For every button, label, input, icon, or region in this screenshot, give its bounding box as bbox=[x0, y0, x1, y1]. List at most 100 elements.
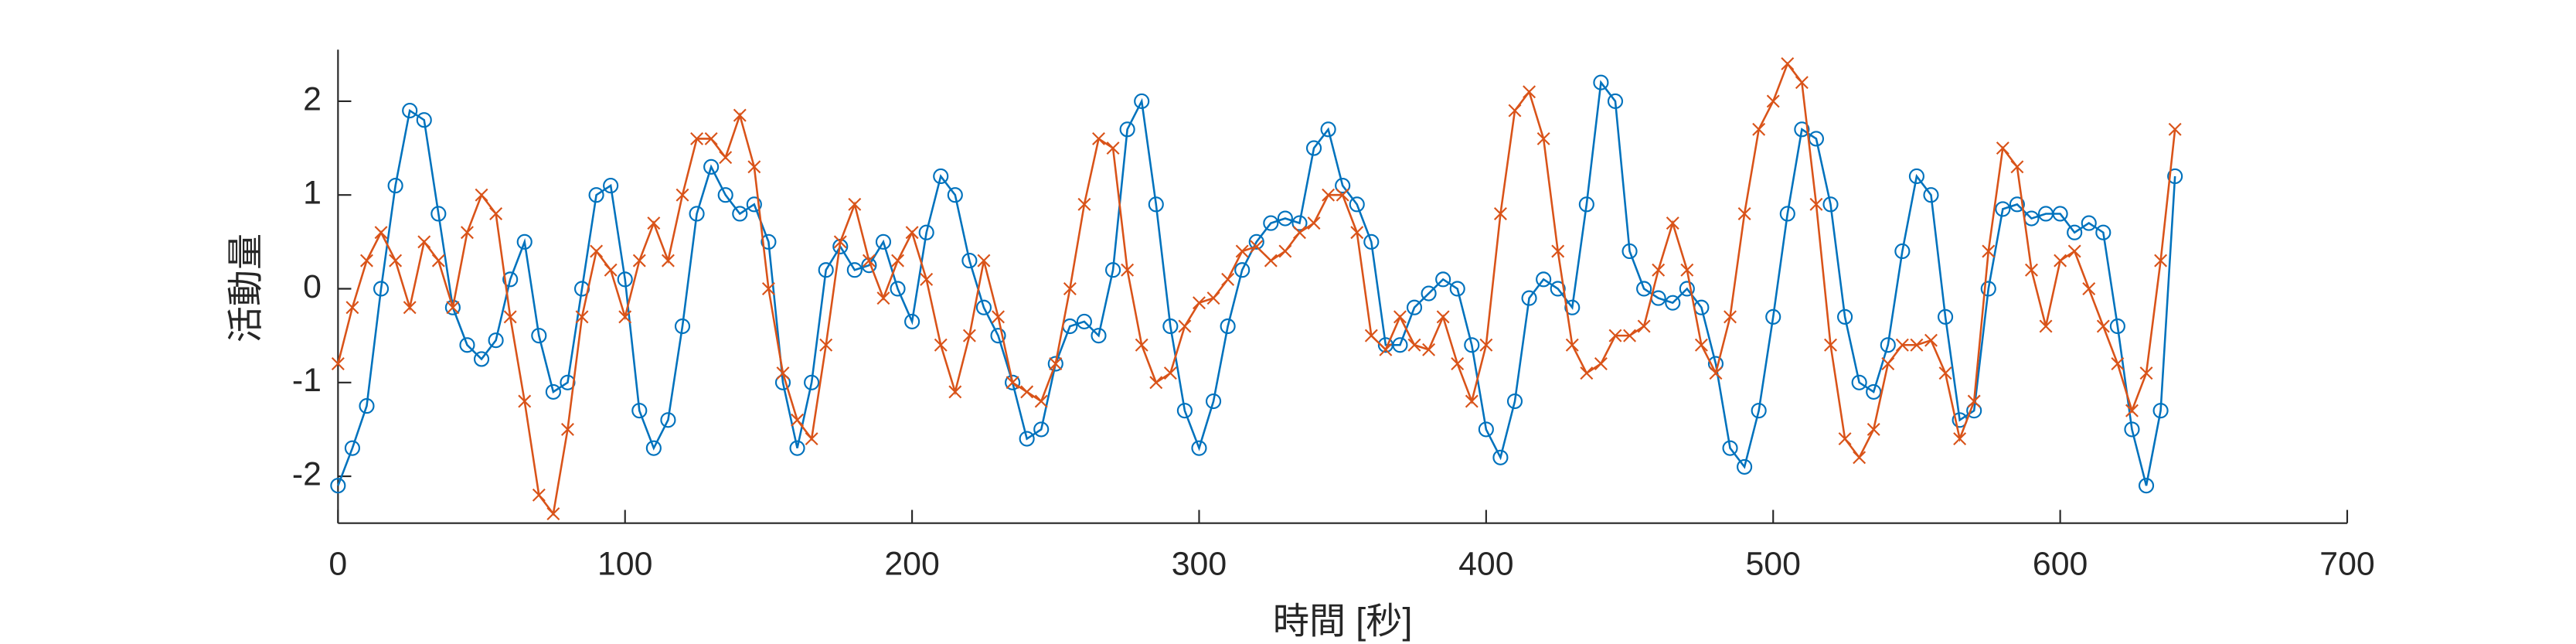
data-point bbox=[990, 328, 1006, 344]
data-point bbox=[1119, 121, 1135, 138]
data-point bbox=[1492, 449, 1509, 465]
data-point bbox=[1135, 338, 1148, 352]
data-point bbox=[1493, 207, 1507, 220]
data-point bbox=[2010, 160, 2024, 174]
data-point bbox=[1307, 216, 1321, 230]
data-point bbox=[1178, 319, 1192, 333]
data-point bbox=[1091, 328, 1107, 344]
data-point bbox=[791, 413, 805, 427]
data-point bbox=[1910, 338, 1924, 352]
y-tick-label: -2 bbox=[292, 455, 322, 492]
data-point bbox=[1506, 393, 1523, 410]
data-point bbox=[920, 272, 934, 286]
data-point bbox=[719, 151, 733, 165]
data-point bbox=[1781, 56, 1795, 70]
data-point bbox=[359, 398, 375, 414]
data-point bbox=[660, 412, 676, 428]
data-point bbox=[1076, 313, 1092, 330]
data-point bbox=[1005, 374, 1021, 390]
data-point bbox=[1406, 299, 1423, 315]
data-point bbox=[1680, 263, 1694, 277]
data-point bbox=[1320, 121, 1336, 138]
data-point bbox=[2067, 244, 2081, 258]
data-point bbox=[1923, 187, 1939, 203]
data-point bbox=[1162, 318, 1179, 335]
data-point bbox=[977, 254, 991, 267]
data-point bbox=[1953, 432, 1967, 445]
data-point bbox=[1621, 243, 1638, 260]
data-point bbox=[446, 301, 460, 315]
data-point bbox=[761, 282, 775, 295]
data-point bbox=[2096, 319, 2110, 333]
data-point bbox=[1593, 74, 1609, 90]
data-point bbox=[789, 440, 805, 456]
data-point bbox=[1049, 357, 1063, 370]
data-point bbox=[1665, 295, 1681, 311]
data-point bbox=[1895, 338, 1909, 352]
data-point bbox=[1449, 281, 1465, 297]
data-point bbox=[1837, 308, 1853, 325]
data-point bbox=[403, 301, 417, 315]
data-point bbox=[890, 281, 906, 297]
data-point bbox=[1523, 85, 1536, 99]
data-point bbox=[1779, 206, 1795, 222]
data-point bbox=[2111, 357, 2125, 370]
data-point bbox=[1019, 431, 1035, 447]
data-point bbox=[689, 206, 705, 222]
data-point bbox=[1550, 281, 1566, 297]
x-tick-label: 500 bbox=[1746, 546, 1801, 583]
data-point bbox=[1536, 271, 1552, 288]
data-point bbox=[833, 235, 847, 249]
data-point bbox=[1335, 178, 1351, 194]
data-point bbox=[848, 197, 862, 211]
data-point bbox=[1822, 196, 1839, 213]
data-point bbox=[690, 131, 704, 145]
data-point bbox=[374, 226, 388, 240]
data-point bbox=[1737, 207, 1751, 220]
data-point bbox=[1291, 215, 1308, 231]
data-point bbox=[1250, 240, 1264, 254]
data-point bbox=[961, 253, 978, 269]
data-point bbox=[1722, 440, 1738, 456]
data-point bbox=[1393, 310, 1407, 324]
data-point bbox=[1205, 393, 1222, 410]
data-point bbox=[1765, 308, 1781, 325]
data-point bbox=[373, 281, 390, 297]
data-point bbox=[1737, 458, 1753, 475]
data-point bbox=[1322, 188, 1336, 202]
data-point bbox=[2125, 404, 2139, 417]
data-point bbox=[590, 244, 604, 258]
data-point bbox=[1924, 333, 1938, 347]
data-point bbox=[330, 478, 346, 494]
data-point bbox=[2167, 168, 2183, 185]
data-point bbox=[546, 507, 560, 521]
data-point bbox=[2009, 196, 2025, 213]
data-point bbox=[1866, 383, 1882, 400]
data-point bbox=[1278, 244, 1292, 258]
data-point bbox=[1106, 141, 1120, 155]
data-point bbox=[1937, 308, 1954, 325]
data-point bbox=[1995, 201, 2011, 217]
data-point bbox=[661, 254, 675, 267]
data-point bbox=[904, 313, 920, 330]
data-point bbox=[674, 318, 691, 335]
data-point bbox=[1709, 366, 1723, 380]
data-point bbox=[1795, 76, 1809, 90]
data-point bbox=[604, 263, 618, 277]
data-point bbox=[1363, 233, 1380, 250]
data-point bbox=[1866, 422, 1880, 436]
data-point bbox=[431, 254, 445, 267]
x-tick-label: 100 bbox=[597, 546, 652, 583]
data-point bbox=[1263, 215, 1279, 231]
data-point bbox=[1838, 432, 1852, 445]
data-point bbox=[2054, 254, 2067, 267]
data-point bbox=[2039, 319, 2053, 333]
data-point bbox=[1104, 262, 1121, 278]
data-point bbox=[1565, 338, 1579, 352]
data-point bbox=[1521, 290, 1537, 306]
data-point bbox=[518, 394, 532, 408]
data-point bbox=[618, 310, 632, 324]
data-point bbox=[1824, 338, 1837, 352]
data-point bbox=[1421, 285, 1437, 302]
